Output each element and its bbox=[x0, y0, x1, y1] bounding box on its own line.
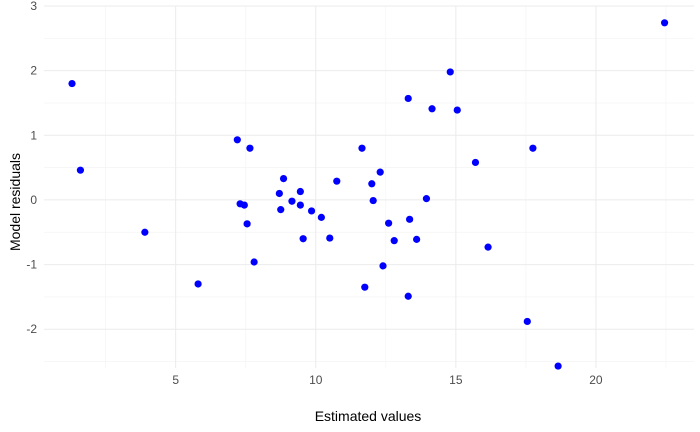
data-point bbox=[404, 94, 412, 103]
y-tick-label: 3 bbox=[30, 0, 37, 13]
data-point bbox=[406, 215, 414, 223]
data-point bbox=[358, 144, 366, 152]
x-tick-label: 10 bbox=[309, 373, 323, 387]
y-tick-label: 0 bbox=[30, 193, 37, 207]
data-point bbox=[326, 234, 334, 242]
data-point bbox=[233, 136, 241, 144]
data-point bbox=[141, 228, 149, 236]
data-point bbox=[446, 68, 454, 76]
data-point bbox=[428, 105, 436, 113]
data-point bbox=[317, 213, 325, 221]
y-tick-label: -1 bbox=[26, 258, 37, 272]
y-tick-label: 1 bbox=[30, 128, 37, 142]
y-axis-title: Model residuals bbox=[7, 153, 23, 251]
data-point bbox=[376, 168, 384, 176]
data-point bbox=[243, 220, 251, 228]
data-point bbox=[299, 235, 307, 243]
data-point bbox=[333, 177, 341, 185]
data-point bbox=[288, 197, 296, 205]
data-point bbox=[361, 283, 369, 291]
data-point bbox=[368, 180, 376, 188]
data-point bbox=[422, 195, 431, 203]
data-point bbox=[554, 362, 562, 370]
data-point bbox=[307, 207, 316, 215]
data-point bbox=[523, 317, 531, 326]
data-point bbox=[68, 79, 76, 88]
y-tick-label: -2 bbox=[26, 322, 37, 336]
data-point bbox=[250, 258, 258, 266]
data-point bbox=[484, 243, 492, 251]
data-point bbox=[194, 280, 202, 288]
data-point bbox=[275, 189, 283, 198]
data-point bbox=[413, 235, 421, 243]
x-tick-label: 5 bbox=[172, 373, 179, 387]
grid-lines bbox=[44, 5, 694, 368]
data-point bbox=[277, 206, 285, 214]
data-point bbox=[453, 106, 461, 114]
y-axis-ticks: -2 -1 0 1 2 3 bbox=[26, 0, 37, 336]
data-point bbox=[660, 19, 669, 27]
data-point bbox=[296, 201, 304, 209]
data-point bbox=[296, 187, 304, 196]
data-point bbox=[471, 158, 480, 167]
data-point bbox=[76, 166, 85, 174]
data-points bbox=[68, 19, 669, 370]
data-point bbox=[240, 201, 248, 209]
data-point bbox=[390, 237, 398, 245]
x-axis-ticks: 5 10 15 20 bbox=[172, 373, 603, 387]
y-tick-label: 2 bbox=[30, 64, 37, 78]
data-point bbox=[529, 144, 537, 152]
data-point bbox=[385, 219, 393, 227]
data-point bbox=[246, 144, 254, 152]
x-axis-title: Estimated values bbox=[315, 408, 422, 424]
data-point bbox=[369, 196, 377, 205]
data-point bbox=[279, 174, 288, 183]
x-tick-label: 20 bbox=[589, 373, 603, 387]
data-point bbox=[379, 262, 387, 270]
x-tick-label: 15 bbox=[449, 373, 463, 387]
data-point bbox=[404, 292, 412, 300]
